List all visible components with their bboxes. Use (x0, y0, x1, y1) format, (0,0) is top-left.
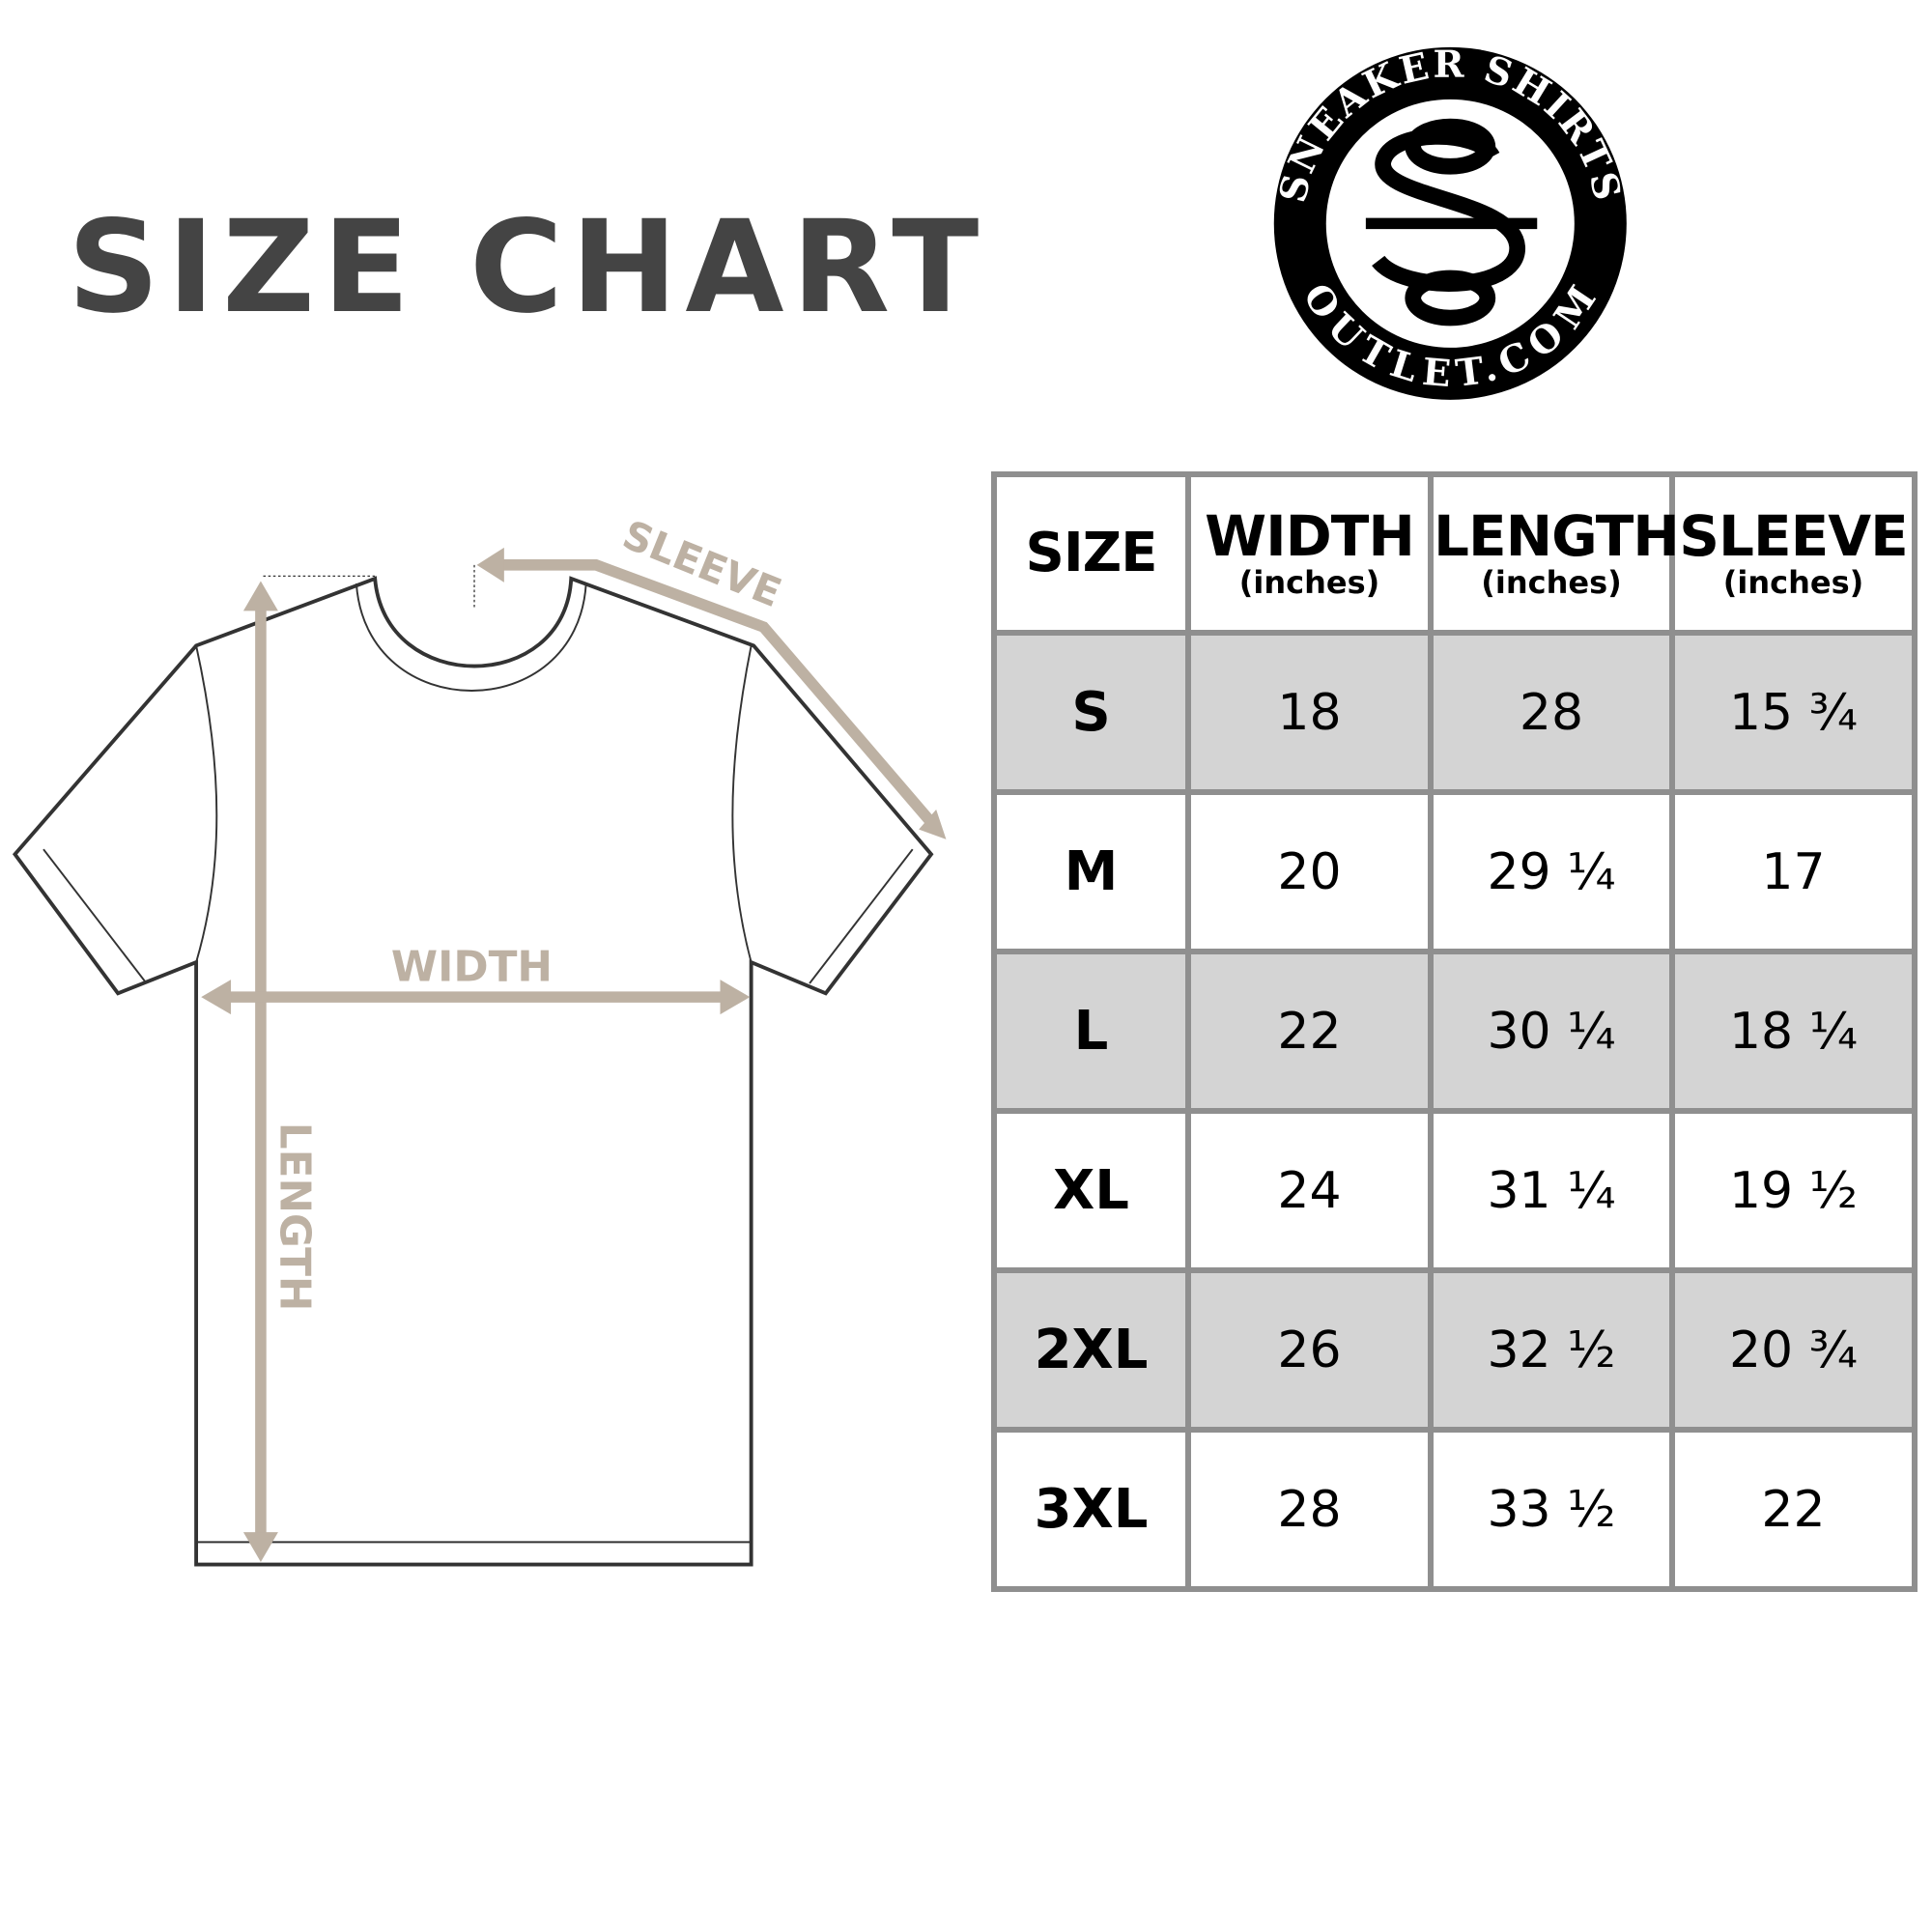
table-row: S 18 28 15 ¾ (991, 630, 1918, 795)
header-size: SIZE (991, 471, 1191, 636)
cell-sleeve: 17 (1669, 789, 1918, 954)
measurement-arrows (201, 547, 947, 1562)
header-width: WIDTH (inches) (1185, 471, 1434, 636)
page-title: SIZE CHART (68, 193, 987, 342)
cell-width: 20 (1185, 789, 1434, 954)
cell-width: 28 (1185, 1427, 1434, 1592)
table-row: M 20 29 ¼ 17 (991, 789, 1918, 954)
table-row: XL 24 31 ¼ 19 ½ (991, 1108, 1918, 1273)
cell-sleeve: 20 ¾ (1669, 1267, 1918, 1433)
cell-length: 30 ¼ (1428, 949, 1675, 1114)
cell-size: L (991, 949, 1191, 1114)
cell-width: 24 (1185, 1108, 1434, 1273)
header-length: LENGTH (inches) (1428, 471, 1680, 636)
tshirt-diagram (12, 564, 934, 1567)
cell-width: 22 (1185, 949, 1434, 1114)
sleeve-arrow (497, 559, 933, 824)
length-label: LENGTH (270, 1122, 319, 1312)
table-row: 3XL 28 33 ½ 22 (991, 1427, 1918, 1592)
cell-width: 26 (1185, 1267, 1434, 1433)
width-label: WIDTH (391, 942, 553, 991)
cell-size: S (991, 630, 1191, 795)
header-sleeve: SLEEVE (inches) (1669, 471, 1918, 636)
cell-size: 3XL (991, 1427, 1191, 1592)
brand-logo: SNEAKER SHIRTS OUTLET.COM (1271, 43, 1627, 400)
size-table: SIZE WIDTH (inches) LENGTH (inches) SLEEVE… (991, 471, 1918, 1592)
cell-length: 33 ½ (1428, 1427, 1675, 1592)
cell-length: 31 ¼ (1428, 1108, 1675, 1273)
cell-length: 32 ½ (1428, 1267, 1675, 1433)
cell-size: XL (991, 1108, 1191, 1273)
monogram-icon (1365, 118, 1538, 327)
cell-size: 2XL (991, 1267, 1191, 1433)
cell-length: 28 (1428, 630, 1675, 795)
table-row: L 22 30 ¼ 18 ¼ (991, 949, 1918, 1114)
cell-sleeve: 22 (1669, 1427, 1918, 1592)
cell-sleeve: 18 ¼ (1669, 949, 1918, 1114)
cell-sleeve: 19 ½ (1669, 1108, 1918, 1273)
table-header-row: SIZE WIDTH (inches) LENGTH (inches) SLEEVE… (991, 471, 1918, 636)
cell-width: 18 (1185, 630, 1434, 795)
cell-sleeve: 15 ¾ (1669, 630, 1918, 795)
cell-length: 29 ¼ (1428, 789, 1675, 954)
table-row: 2XL 26 32 ½ 20 ¾ (991, 1267, 1918, 1433)
cell-size: M (991, 789, 1191, 954)
